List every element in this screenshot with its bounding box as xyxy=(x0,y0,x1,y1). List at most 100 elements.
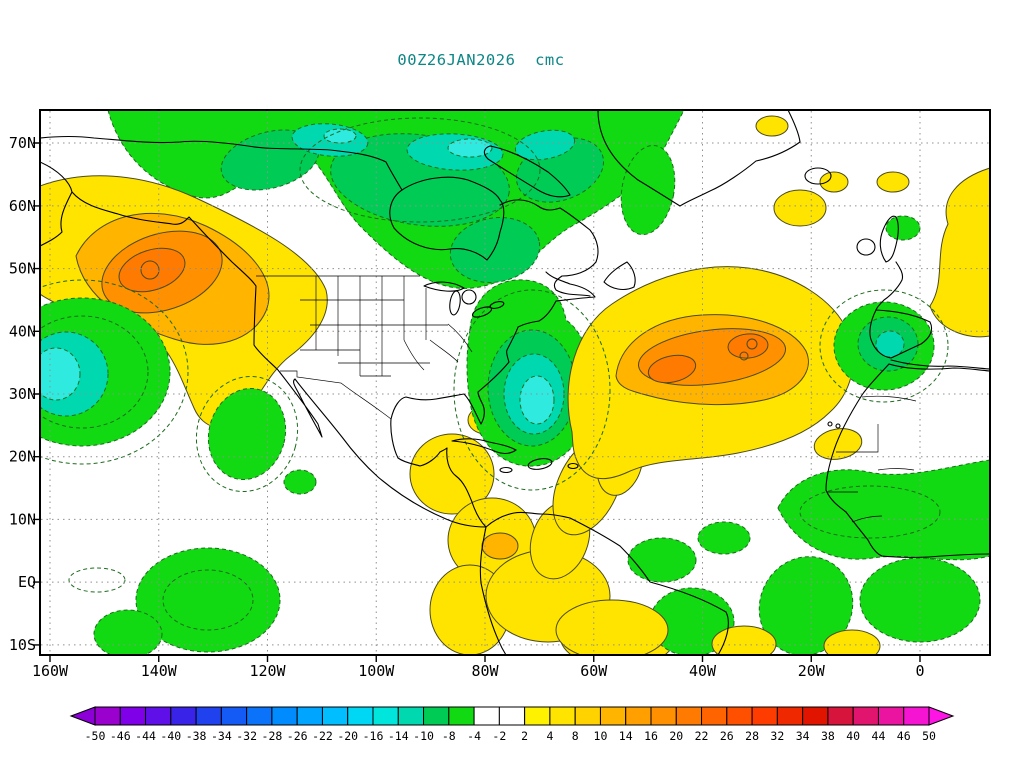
colorbar-tick-label: 32 xyxy=(770,729,784,743)
contour-rings-layer xyxy=(41,117,949,631)
colorbar-right-arrow xyxy=(928,706,955,726)
colorbar-tick-label: -32 xyxy=(236,729,257,743)
colorbar-cell xyxy=(599,706,627,726)
y-axis-label: 20N xyxy=(9,448,36,466)
island-iceland xyxy=(804,167,832,185)
positive-anomaly-europe-greenland xyxy=(755,115,989,338)
lake-huron xyxy=(461,289,477,305)
coast-alaska-peninsula xyxy=(41,191,73,247)
colorbar-tick-label: -20 xyxy=(337,729,358,743)
x-axis-label: 40W xyxy=(689,662,717,680)
colorbar-cell xyxy=(549,706,576,726)
colorbar-tick-label: -16 xyxy=(363,729,384,743)
axis-ticks xyxy=(33,142,921,662)
negative-anomaly-south-pacific xyxy=(93,547,281,654)
colorbar-tick-label: 44 xyxy=(872,729,886,743)
colorbar-cell xyxy=(776,706,804,726)
y-axis-label: 40N xyxy=(9,322,36,340)
x-axis-label: 160W xyxy=(32,662,69,680)
colorbar-tick-label: 22 xyxy=(695,729,709,743)
coast-north-america-west xyxy=(41,161,507,654)
colorbar-tick-label: 4 xyxy=(546,729,553,743)
colorbar-tick-label: -2 xyxy=(492,729,506,743)
negative-anomaly-ne-pacific xyxy=(41,297,317,495)
colorbar-tick-label: 26 xyxy=(720,729,734,743)
colorbar-tick-label: 46 xyxy=(897,729,911,743)
colorbar-cell xyxy=(423,706,450,726)
colorbar-cell xyxy=(650,706,677,726)
colorbar-cell xyxy=(827,706,854,726)
island-newfoundland xyxy=(603,261,636,291)
island-baffin xyxy=(483,145,571,198)
colorbar-tick-label: 10 xyxy=(594,729,608,743)
colorbar-tick-label: 50 xyxy=(922,729,936,743)
gridlines-layer xyxy=(41,111,989,654)
colorbar-cell xyxy=(726,706,753,726)
colorbar-cell xyxy=(701,706,728,726)
island-great-britain xyxy=(879,215,899,263)
y-axis-labels: 70N 60N 50N 40N 30N 20N 10N EQ 10S xyxy=(9,134,36,654)
colorbar-tick-label: 28 xyxy=(745,729,759,743)
colorbar-tick-label: 2 xyxy=(521,729,528,743)
lake-michigan xyxy=(449,290,461,316)
y-axis-label: 70N xyxy=(9,134,36,152)
map-plot: 70N 60N 50N 40N 30N 20N 10N EQ 10S 160W … xyxy=(9,109,991,680)
coast-arctic xyxy=(41,135,403,191)
coast-east-us xyxy=(390,271,596,425)
island-ireland xyxy=(856,238,876,256)
colorbar-tick-label: -44 xyxy=(135,729,156,743)
colorbar-tick-label: 8 xyxy=(572,729,579,743)
colorbar-tick-label: -14 xyxy=(388,729,409,743)
colorbar-cell xyxy=(625,706,652,726)
coast-hudson-bay xyxy=(389,176,505,261)
positive-anomaly-atlantic xyxy=(567,266,855,480)
us-state-lines-vertical xyxy=(315,276,427,376)
colorbar-tick-label: 34 xyxy=(796,729,810,743)
negative-anomaly-us-east-coast xyxy=(466,279,593,467)
colorbar-tick-label: 16 xyxy=(644,729,658,743)
colorbar-tick-label: -46 xyxy=(110,729,131,743)
island-jamaica xyxy=(499,466,513,474)
colorbar-tick-label: -22 xyxy=(312,729,333,743)
colorbar-cell xyxy=(246,706,273,726)
colorbar-cell xyxy=(94,706,121,726)
colorbar-cell xyxy=(220,706,248,726)
coast-africa-med xyxy=(888,363,989,372)
colorbar-cell xyxy=(852,706,879,726)
colorbar-tick-label: -50 xyxy=(85,729,106,743)
coast-south-america xyxy=(485,511,729,654)
colorbar-cell xyxy=(498,706,526,726)
colorbar-cell xyxy=(574,706,601,726)
border-us-mexico xyxy=(280,370,392,420)
colorbar-cell xyxy=(372,706,399,726)
y-axis-label: 30N xyxy=(9,385,36,403)
negative-anomaly-arctic-band xyxy=(107,111,685,289)
y-axis-label: 60N xyxy=(9,197,36,215)
colorbar-tick-label: -10 xyxy=(413,729,434,743)
colorbar-tick-label: 14 xyxy=(619,729,633,743)
lake-erie xyxy=(471,306,493,318)
coast-gulf-of-mexico xyxy=(390,418,487,528)
y-axis-label: 10N xyxy=(9,510,36,528)
y-axis-label: 50N xyxy=(9,260,36,278)
coast-mediterranean xyxy=(890,359,989,370)
colorbar: -50 -46 -44 -40 -38 -34 -32 -28 -26 -22 -20 -16 -14-… xyxy=(69,706,955,743)
colorbar-tick-label: -40 xyxy=(160,729,181,743)
x-axis-label: 60W xyxy=(580,662,608,680)
island-hispaniola xyxy=(527,458,553,470)
colorbar-tick-label: -4 xyxy=(467,729,481,743)
x-axis-label: 140W xyxy=(141,662,178,680)
colorbar-cell xyxy=(145,706,172,726)
coast-iberia xyxy=(869,309,933,359)
colorbar-cell xyxy=(296,706,323,726)
coast-greenland xyxy=(597,111,801,207)
map-frame xyxy=(39,109,991,656)
x-axis-label: 100W xyxy=(358,662,395,680)
island-canary-2 xyxy=(835,423,841,429)
coast-labrador xyxy=(499,199,599,297)
colorbar-cell xyxy=(473,706,500,726)
colorbar-cell xyxy=(397,706,425,726)
colorbar-tick-label: -26 xyxy=(287,729,308,743)
colorbar-cell xyxy=(675,706,703,726)
colorbar-tick-label: 38 xyxy=(821,729,835,743)
